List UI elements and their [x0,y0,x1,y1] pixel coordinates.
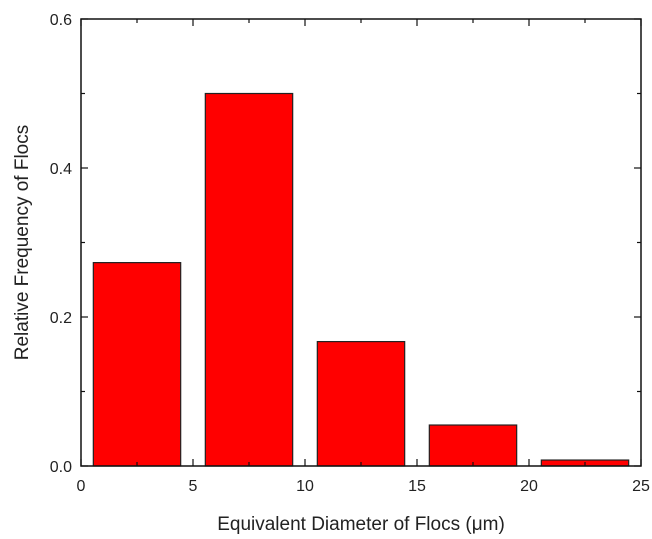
x-tick-label-3: 15 [408,478,426,495]
x-tick-label-0: 0 [77,478,86,495]
y-tick-label-0: 0.0 [50,459,72,476]
bar-1 [204,92,294,467]
y-axis-label: Relative Frequency of Flocs [12,125,33,361]
y-tick-label-1: 0.2 [50,310,72,327]
x-tick-label-1: 5 [189,478,198,495]
x-tick-label-4: 20 [520,478,538,495]
tick-labels-group: 0 5 10 15 20 25 0.0 0.2 0.4 0.6 [50,12,650,495]
x-tick-label-2: 10 [296,478,314,495]
y-tick-label-3: 0.6 [50,12,72,29]
bar-0 [92,262,182,467]
bars-group [92,92,630,467]
ticks-group [80,18,642,467]
x-tick-label-5: 25 [632,478,650,495]
bar-3 [428,424,518,467]
bar-2 [316,340,406,467]
y-tick-label-2: 0.4 [50,161,72,178]
x-axis-label: Equivalent Diameter of Flocs (μm) [217,514,505,535]
